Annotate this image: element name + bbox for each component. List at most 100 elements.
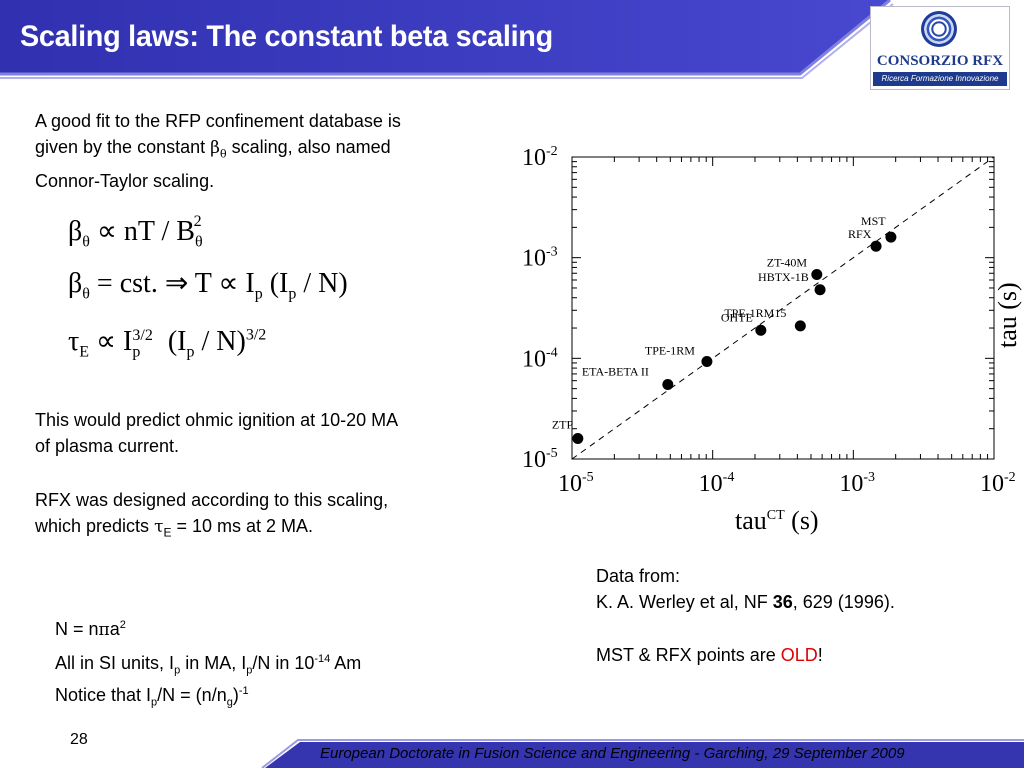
- intro-line-2: given by the constant βθ scaling, also n…: [35, 134, 510, 168]
- x-axis-label-unit: (s): [785, 506, 819, 535]
- tau-symbol: τ: [154, 517, 164, 537]
- scaling-scatter-chart: 10-5 10-4 10-3 10-2 10-5 10-4 10-3 10-2 ZTP ETA-…: [522, 145, 1022, 535]
- rfx-line-2-tail: = 10 ms at 2 MA.: [171, 516, 314, 536]
- n2-d: Am: [330, 653, 362, 673]
- point-label: ETA-BETA II: [582, 364, 649, 378]
- pi-symbol: π: [98, 620, 110, 640]
- data-point: [885, 231, 897, 243]
- data-point: [811, 269, 823, 281]
- reference-diagonal: [571, 156, 995, 460]
- point-label: TPE-1RM15: [724, 306, 786, 320]
- data-point: [870, 240, 882, 252]
- y-axis-label: tau (s): [993, 282, 1022, 348]
- consorzio-rfx-logo: CONSORZIO RFX Ricerca Formazione Innovaz…: [870, 6, 1010, 90]
- tick-labels: 10-5 10-4 10-3 10-2 10-5 10-4 10-3 10-2: [522, 145, 1016, 497]
- note-greenwald: Notice that Ip/N = (n/ng)-1: [55, 685, 249, 709]
- n2-sub2: p: [246, 664, 253, 677]
- logo-tagline: Ricerca Formazione Innovazione: [873, 72, 1007, 86]
- point-label: TPE-1RM: [645, 344, 695, 358]
- n1-sup: 2: [119, 619, 126, 631]
- n2-sub1: p: [174, 664, 181, 677]
- footer-banner: [261, 739, 1024, 768]
- f3-open: (I: [160, 326, 187, 357]
- n3-sub2: g: [226, 696, 233, 709]
- data-point: [755, 324, 767, 336]
- y-tick-label: 10-5: [522, 446, 558, 473]
- formula-temperature-scaling: βθ = cst. ⇒ T ∝ Ip (Ip / N): [68, 266, 348, 304]
- logo-name: CONSORZIO RFX: [876, 53, 1004, 69]
- plot-frame: [571, 156, 995, 460]
- n2-sup: -14: [314, 653, 331, 665]
- n1-a: N = n: [55, 619, 99, 639]
- f3-close: / N): [194, 326, 246, 357]
- n3-a: Notice that I: [55, 685, 152, 705]
- n2-a: All in SI units, I: [55, 653, 175, 673]
- f2-lhs: β: [68, 268, 83, 299]
- beta-symbol: β: [210, 138, 220, 158]
- rfx-line-1: RFX was designed according to this scali…: [35, 490, 389, 510]
- x-axis-label-main: tau: [735, 506, 767, 535]
- f2-mid: = cst. ⇒ T ∝ I: [89, 268, 255, 299]
- intro-line-3: Connor-Taylor scaling.: [35, 170, 215, 191]
- x-tick-label: 10-3: [839, 470, 875, 497]
- n3-b: /N = (n/n: [157, 685, 227, 705]
- y-tick-label: 10-3: [522, 245, 558, 272]
- data-source-line-2: K. A. Werley et al, NF 36, 629 (1996).: [596, 589, 895, 615]
- f3-p1: p: [132, 343, 141, 361]
- n2-b: in MA, I: [180, 653, 247, 673]
- formula-beta-scaling: βθ ∝ nT / Bθ2: [68, 212, 211, 252]
- data-source-line-1: Data from:: [596, 566, 681, 586]
- page-title: Scaling laws: The constant beta scaling: [20, 20, 553, 53]
- x-tick-label: 10-4: [699, 470, 735, 497]
- point-label: OHTE: [721, 310, 753, 324]
- x-tick-label: 10-2: [980, 470, 1016, 497]
- data-point: [662, 378, 674, 390]
- rfx-line-2: which predicts τE = 10 ms at 2 MA.: [35, 513, 505, 546]
- f2-lhs-sub: θ: [82, 285, 90, 303]
- old-note-text: MST & RFX points are: [596, 645, 781, 665]
- data-point: [814, 284, 826, 296]
- point-label: RFX: [848, 227, 872, 241]
- y-tick-label: 10-2: [522, 145, 558, 171]
- citation-pages: , 629 (1996).: [792, 592, 895, 612]
- x-axis-label-sup: CT: [767, 508, 785, 523]
- citation-volume: 36: [772, 592, 793, 612]
- point-label: HBTX-1B: [758, 270, 809, 284]
- f1-sup: 2: [193, 212, 202, 230]
- plot-border: [571, 156, 995, 460]
- n3-c: ): [232, 685, 239, 705]
- old-points-note: MST & RFX points are OLD!: [596, 645, 823, 666]
- citation-authors: K. A. Werley et al, NF: [596, 592, 773, 612]
- f3-lhs-sub: E: [79, 343, 90, 361]
- old-note-exclaim: !: [817, 645, 823, 665]
- intro-paragraph: A good fit to the RFP confinement databa…: [35, 108, 510, 194]
- header-banner: [0, 0, 894, 79]
- rfx-line-2-text: which predicts: [35, 516, 155, 536]
- f2-p2: p: [288, 285, 297, 303]
- f1-lhs-sub: θ: [82, 233, 90, 251]
- note-density: N = nπa2: [55, 619, 126, 640]
- f2-p1: p: [254, 285, 263, 303]
- logo-emblem-icon: [921, 11, 957, 47]
- page-number: 28: [70, 731, 88, 748]
- tau-subscript: E: [163, 525, 172, 540]
- ignition-paragraph: This would predict ohmic ignition at 10-…: [35, 407, 505, 459]
- f2-open: (I: [262, 268, 289, 299]
- point-label: ZT-40M: [767, 256, 808, 270]
- n2-c: /N in 10: [252, 653, 315, 673]
- data-source: Data from: K. A. Werley et al, NF 36, 62…: [596, 563, 895, 615]
- f3-exp2: 3/2: [245, 326, 267, 344]
- f2-close: / N): [296, 268, 348, 299]
- f3-p2: p: [186, 343, 195, 361]
- y-tick-label: 10-4: [522, 345, 558, 372]
- data-point: [572, 432, 584, 444]
- n1-b: a: [109, 619, 120, 639]
- ignition-line-2: of plasma current.: [35, 436, 180, 456]
- old-word: OLD: [780, 645, 818, 665]
- data-point: [701, 356, 713, 368]
- theta-subscript: θ: [219, 147, 227, 161]
- x-axis-label: tauCT (s): [735, 506, 819, 535]
- f1-lhs: β: [68, 216, 83, 247]
- data-point: [794, 320, 806, 332]
